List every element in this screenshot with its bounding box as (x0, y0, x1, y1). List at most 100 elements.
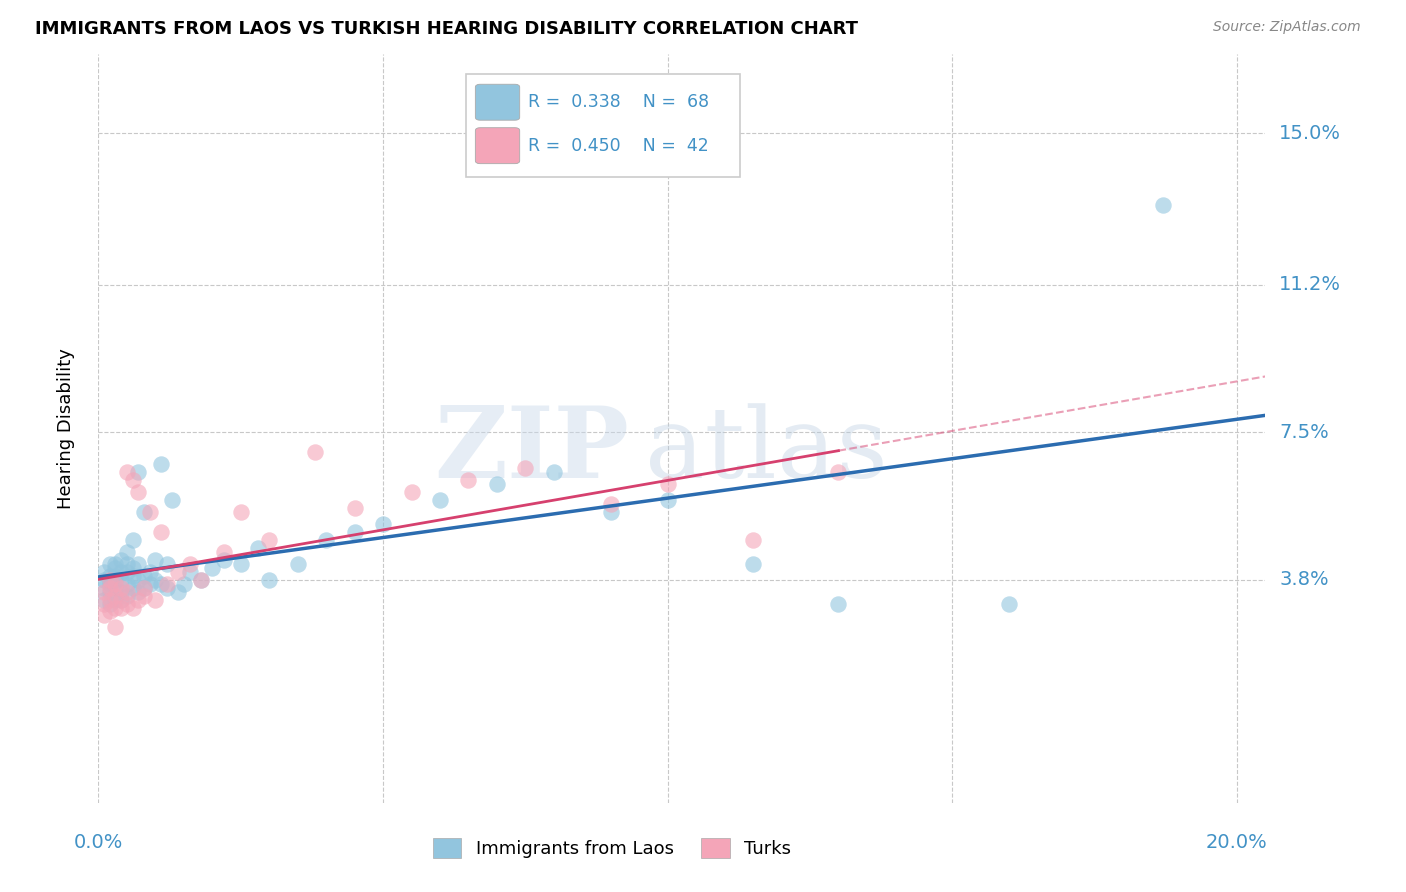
Point (190, 573, 212, 587)
Point (162, 492, 184, 507)
Point (93, 573, 115, 587)
Point (429, 492, 451, 507)
Point (138, 505, 160, 519)
Point (98, 568, 121, 582)
Point (93, 565, 115, 579)
Point (485, 477, 508, 491)
Point (179, 565, 201, 579)
Text: atlas: atlas (644, 403, 887, 499)
Point (104, 581, 127, 595)
Point (167, 584, 190, 599)
Point (143, 573, 166, 587)
Point (98, 584, 121, 599)
Point (173, 576, 195, 591)
Text: ZIP: ZIP (434, 402, 630, 500)
Point (315, 533, 337, 547)
Point (110, 592, 132, 607)
Point (1152, 198, 1174, 212)
Text: IMMIGRANTS FROM LAOS VS TURKISH HEARING DISABILITY CORRELATION CHART: IMMIGRANTS FROM LAOS VS TURKISH HEARING … (35, 20, 858, 37)
Point (132, 581, 155, 595)
Text: 0.0%: 0.0% (73, 833, 124, 853)
Point (132, 505, 155, 519)
Point (121, 560, 143, 574)
Text: 3.8%: 3.8% (1279, 570, 1329, 589)
Point (156, 557, 179, 571)
Point (457, 473, 479, 487)
Point (371, 516, 394, 531)
Point (110, 584, 132, 599)
Point (93, 608, 115, 623)
Point (104, 592, 127, 607)
Text: Source: ZipAtlas.com: Source: ZipAtlas.com (1213, 20, 1361, 34)
FancyBboxPatch shape (475, 128, 520, 163)
FancyBboxPatch shape (475, 84, 520, 120)
Point (93, 584, 115, 599)
Point (599, 505, 621, 519)
Point (104, 573, 127, 587)
Point (93, 597, 115, 611)
Point (150, 524, 173, 539)
Point (742, 557, 765, 571)
Point (127, 592, 149, 607)
Point (104, 589, 127, 603)
Point (401, 484, 423, 499)
Point (121, 568, 143, 582)
Point (121, 473, 143, 487)
Point (98, 573, 121, 587)
Text: R =  0.450    N =  42: R = 0.450 N = 42 (527, 136, 709, 154)
Point (110, 552, 132, 566)
Point (179, 557, 201, 571)
Point (93, 592, 115, 607)
Point (657, 492, 679, 507)
Point (201, 560, 224, 574)
Point (98, 573, 121, 587)
Point (127, 465, 149, 479)
Point (115, 584, 138, 599)
Point (190, 573, 212, 587)
Point (127, 557, 149, 571)
Point (138, 565, 160, 579)
Point (115, 597, 138, 611)
Point (167, 565, 190, 579)
Point (115, 576, 138, 591)
Point (143, 552, 166, 566)
Point (98, 557, 121, 571)
Y-axis label: Hearing Disability: Hearing Disability (56, 348, 75, 508)
Point (156, 576, 179, 591)
FancyBboxPatch shape (465, 74, 741, 178)
Point (599, 497, 621, 511)
Point (287, 557, 309, 571)
Point (229, 505, 252, 519)
Point (104, 600, 127, 615)
Point (229, 557, 252, 571)
Point (143, 592, 166, 607)
Point (150, 457, 173, 471)
Point (115, 465, 138, 479)
Point (110, 592, 132, 607)
Point (343, 500, 366, 515)
Point (212, 545, 235, 559)
Point (132, 581, 155, 595)
Text: R =  0.338    N =  68: R = 0.338 N = 68 (527, 94, 709, 112)
Text: 20.0%: 20.0% (1206, 833, 1268, 853)
Point (104, 576, 127, 591)
Point (827, 465, 849, 479)
Point (121, 581, 143, 595)
Point (304, 445, 326, 459)
Point (127, 484, 149, 499)
Point (132, 568, 155, 582)
Point (156, 581, 179, 595)
Point (93, 581, 115, 595)
Point (104, 557, 127, 571)
Point (98, 597, 121, 611)
Point (115, 557, 138, 571)
Point (257, 573, 280, 587)
Point (98, 581, 121, 595)
Legend: Immigrants from Laos, Turks: Immigrants from Laos, Turks (425, 830, 799, 865)
Text: 7.5%: 7.5% (1279, 423, 1329, 442)
Point (115, 565, 138, 579)
Point (121, 600, 143, 615)
Point (515, 461, 537, 475)
Point (132, 589, 155, 603)
Point (127, 584, 149, 599)
